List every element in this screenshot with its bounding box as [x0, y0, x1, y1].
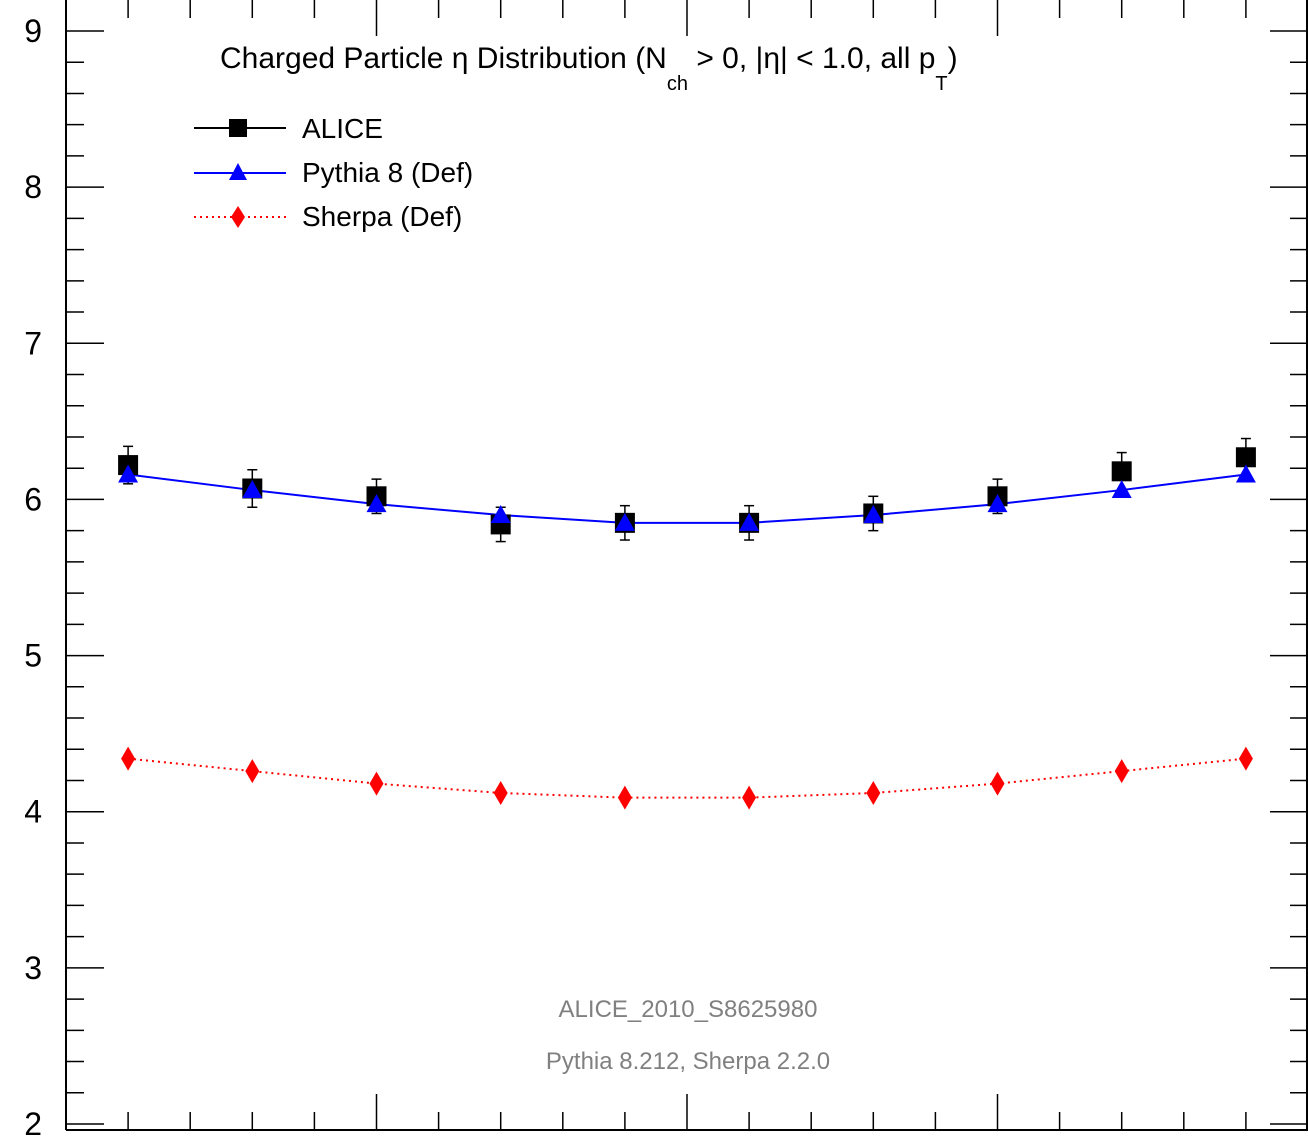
- data-point-sherpa: [1114, 759, 1129, 784]
- title-part-a: Charged Particle η Distribution (N: [220, 42, 667, 75]
- annotation-generators: Pythia 8.212, Sherpa 2.2.0: [546, 1048, 830, 1075]
- y-tick-label: 4: [24, 794, 42, 830]
- data-point-pythia: [1111, 480, 1132, 499]
- legend: ALICE Pythia 8 (Def) Sherpa (Def): [194, 113, 473, 232]
- series-line-1: [127, 473, 1247, 524]
- y-tick-label: 7: [24, 325, 42, 361]
- data-point-sherpa: [617, 785, 632, 810]
- y-tick-label: 8: [24, 169, 42, 205]
- data-point-pythia: [490, 505, 511, 524]
- data-point-pythia: [987, 494, 1008, 513]
- y-tick-label: 3: [24, 950, 42, 986]
- legend-label-pythia: Pythia 8 (Def): [302, 157, 473, 188]
- data-point-pythia: [863, 505, 884, 524]
- data-point-sherpa: [245, 759, 260, 784]
- legend-label-sherpa: Sherpa (Def): [302, 201, 462, 232]
- data-point-pythia: [1235, 464, 1256, 483]
- annotation-analysis-id: ALICE_2010_S8625980: [559, 996, 818, 1023]
- series-lines: [127, 473, 1247, 799]
- data-point-alice: [1235, 447, 1256, 468]
- data-point-sherpa: [990, 771, 1005, 796]
- y-tick-label: 9: [24, 13, 42, 49]
- data-point-alice: [1111, 461, 1132, 482]
- data-point-sherpa: [1238, 746, 1253, 771]
- series-markers: [118, 437, 1256, 810]
- y-tick-label: 5: [24, 638, 42, 674]
- y-tick-label: 6: [24, 481, 42, 517]
- y-tick-labels: 2 3 4 5 6 7 8 9: [24, 13, 42, 1141]
- data-point-sherpa: [121, 746, 136, 771]
- legend-marker-sherpa: [231, 206, 245, 228]
- legend-marker-pythia: [229, 163, 247, 180]
- data-point-pythia: [739, 512, 760, 531]
- data-point-pythia: [242, 480, 263, 499]
- data-point-sherpa: [369, 771, 384, 796]
- data-point-sherpa: [742, 785, 757, 810]
- data-point-sherpa: [493, 780, 508, 805]
- data-point-pythia: [118, 464, 139, 483]
- series-line-2: [127, 757, 1247, 799]
- legend-marker-alice: [229, 119, 247, 137]
- data-point-sherpa: [866, 780, 881, 805]
- chart-title: Charged Particle η Distribution (Nch > 0…: [220, 42, 958, 95]
- y-tick-label: 2: [24, 1106, 42, 1141]
- title-part-b: > 0, |η| < 1.0, all p: [688, 42, 935, 75]
- title-part-c: ): [948, 42, 958, 75]
- data-point-pythia: [366, 494, 387, 513]
- legend-label-alice: ALICE: [302, 113, 383, 144]
- data-point-pythia: [614, 512, 635, 531]
- axes-frame: [65, 0, 1308, 1131]
- title-sub-t: T: [935, 73, 947, 95]
- title-sub-ch: ch: [667, 73, 688, 95]
